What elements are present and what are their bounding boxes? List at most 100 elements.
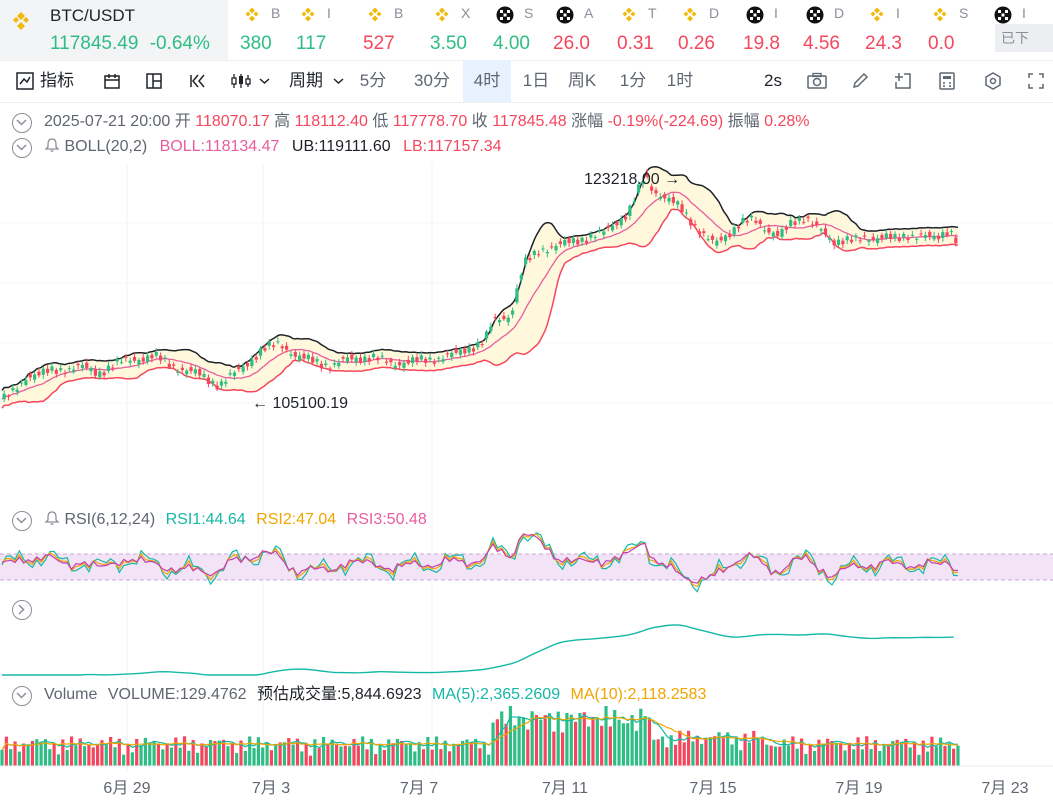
tab-period-2[interactable]: 4时	[463, 60, 511, 102]
tab-period-6[interactable]: 1时	[666, 71, 694, 90]
volume-bar	[852, 749, 856, 766]
candle-body	[645, 173, 649, 177]
calendar-button[interactable]	[101, 60, 123, 102]
candle-body	[185, 370, 189, 375]
candle-body	[119, 362, 124, 364]
candle-body	[276, 341, 280, 343]
volume-bar	[356, 745, 360, 766]
volume-bar	[717, 732, 721, 766]
volume-bar	[500, 711, 504, 766]
settings-button[interactable]	[982, 60, 1006, 102]
volume-bar	[274, 744, 278, 766]
candle-body	[124, 356, 128, 358]
indicators-button[interactable]: 指标	[12, 60, 82, 102]
chevron-right-icon	[18, 604, 25, 615]
ticker-item[interactable]: S 0.0	[925, 0, 986, 60]
ticker-item[interactable]: B 380	[237, 0, 298, 60]
boll-ub-value: UB:119111.60	[291, 138, 391, 155]
ticker-item[interactable]: S 4.00	[490, 0, 551, 60]
candle-body	[754, 220, 758, 223]
chart-canvas[interactable]: 123218.00 → ← 105100.19 6月 29 7月 3 7月 7 7月 1…	[0, 103, 1053, 804]
candle-body	[250, 359, 254, 367]
ticker-item-symbol: T	[648, 5, 657, 21]
tab-period-5[interactable]: 1分	[619, 71, 647, 90]
rsi1-value: RSI1:44.64	[165, 511, 246, 528]
chevron-down-icon	[16, 119, 27, 126]
candle-body	[615, 221, 619, 226]
tab-period-1[interactable]: 30分	[414, 71, 450, 90]
tab-period-4[interactable]: 周K	[567, 71, 597, 90]
candle-body	[285, 345, 289, 350]
x-tick-label: 6月 29	[103, 780, 150, 797]
ticker-item-symbol: S	[524, 5, 534, 21]
candle-type-dropdown[interactable]	[228, 60, 272, 102]
ticker-item[interactable]: I	[988, 0, 1049, 60]
boll-legend: BOLL(20,2) BOLL:118134.47 UB:119111.60 L…	[44, 137, 502, 157]
add-drawing-button[interactable]	[892, 60, 916, 102]
chevron-down-icon	[16, 144, 27, 151]
volume-bar	[213, 741, 217, 766]
candle-body	[463, 348, 467, 354]
candle-body	[411, 357, 415, 364]
ticker-item[interactable]: D 0.26	[675, 0, 736, 60]
candle-body	[689, 219, 693, 226]
bell-icon[interactable]	[44, 510, 60, 526]
volume-bar	[248, 736, 252, 766]
volume-bar	[452, 743, 456, 766]
candle-body	[776, 230, 780, 236]
expand-indicator-button[interactable]	[12, 600, 32, 620]
volume-bar	[939, 737, 943, 766]
candle-body	[524, 257, 528, 265]
candle-body	[258, 348, 263, 356]
fullscreen-button[interactable]	[1025, 60, 1049, 102]
candle-body	[471, 348, 476, 352]
bell-icon[interactable]	[44, 137, 60, 153]
calculator-button[interactable]	[936, 60, 960, 102]
collapse-boll-button[interactable]	[12, 138, 32, 158]
candle-body	[241, 366, 245, 372]
ticker-item[interactable]: B 527	[360, 0, 421, 60]
ticker-item[interactable]: D 4.56	[800, 0, 861, 60]
ticker-item[interactable]: A 26.0	[550, 0, 611, 60]
ticker-item-price: 527	[363, 33, 395, 54]
volume-bar	[756, 738, 760, 766]
screenshot-button[interactable]	[805, 60, 829, 102]
volume-bar	[808, 744, 812, 766]
tab-period-3[interactable]: 1日	[522, 71, 550, 90]
draw-button[interactable]	[849, 60, 873, 102]
chart-toolbar: 指标 周期 5分 30分 4时 1日 周K 1分 1时 2s	[0, 60, 1053, 103]
candle-body	[167, 363, 171, 368]
ticker-item[interactable]: I 19.8	[740, 0, 801, 60]
candle-body	[749, 215, 754, 218]
collapse-info-button[interactable]	[12, 113, 32, 133]
tab-period-0[interactable]: 5分	[359, 71, 387, 90]
candle-body	[15, 389, 19, 393]
volume-bar	[826, 738, 830, 766]
replay-button[interactable]	[186, 60, 208, 102]
volume-bar	[361, 736, 365, 766]
amplitude-value: 0.28%	[764, 113, 810, 130]
candle-body	[19, 382, 24, 384]
refresh-interval[interactable]: 2s	[764, 71, 782, 90]
collapse-volume-button[interactable]	[12, 686, 32, 706]
candle-body	[332, 363, 337, 365]
collapse-rsi-button[interactable]	[12, 511, 32, 531]
ticker-item[interactable]: X 3.50	[427, 0, 488, 60]
ticker-main-change: -0.64%	[149, 33, 210, 54]
layout-button[interactable]	[143, 60, 165, 102]
ticker-item-price: 24.3	[865, 33, 902, 54]
ticker-item[interactable]: I 24.3	[862, 0, 923, 60]
ticker-item[interactable]: I 117	[293, 0, 354, 60]
ticker-main[interactable]: BTC/USDT 117845.49 -0.64%	[0, 0, 228, 60]
period-dropdown[interactable]: 周期	[289, 60, 349, 102]
chart-area[interactable]: 123218.00 → ← 105100.19 6月 29 7月 3 7月 7 7月 1…	[0, 103, 1053, 804]
candle-body	[593, 237, 597, 239]
volume-bar	[330, 739, 334, 766]
rsi-zone	[0, 554, 1053, 580]
chevron-down-icon	[259, 78, 270, 85]
x-tick-label: 7月 19	[835, 780, 882, 797]
volume-bar	[74, 745, 78, 766]
x-axis: 6月 29 7月 3 7月 7 7月 11 7月 15 7月 19 7月 23	[0, 765, 1053, 797]
layout-icon	[146, 73, 162, 89]
ticker-item[interactable]: T 0.31	[614, 0, 675, 60]
